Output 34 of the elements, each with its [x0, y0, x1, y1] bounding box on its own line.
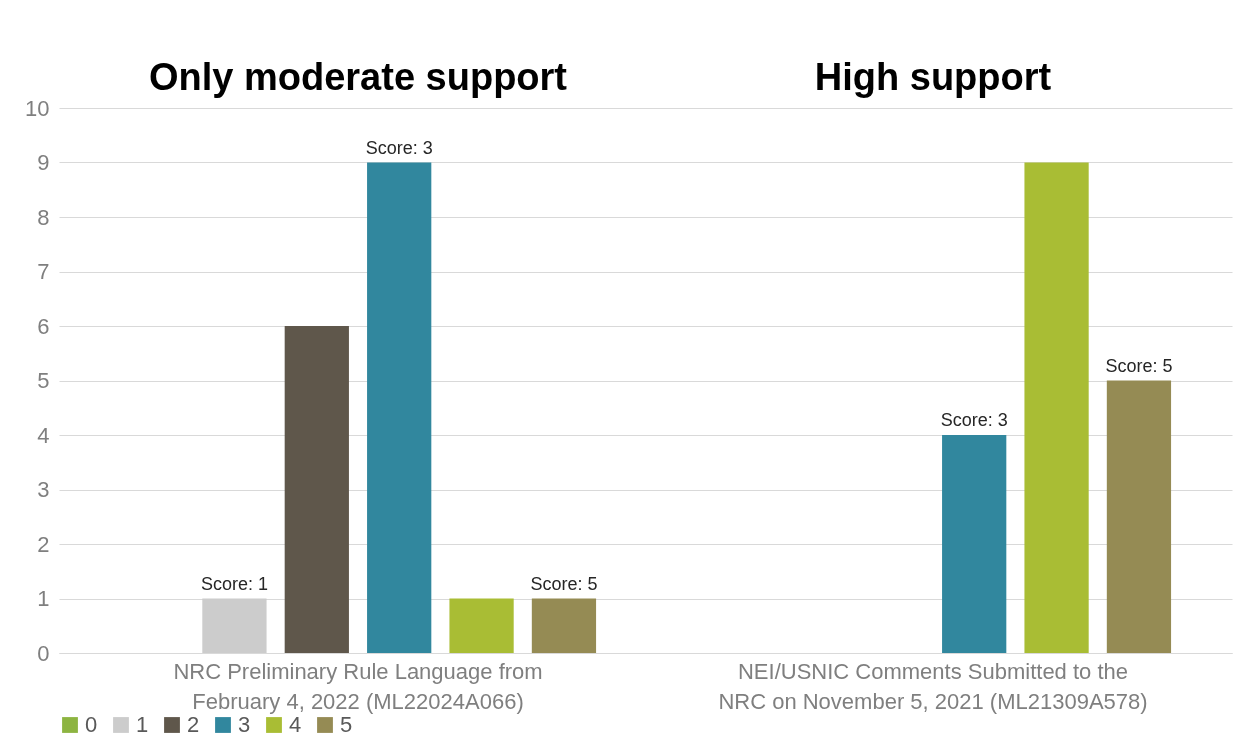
x-tick-label: NEI/USNIC Comments Submitted to the NRC on November 5, 2021 (ML21309A578) — [718, 658, 1148, 714]
bar — [367, 162, 432, 653]
legend-label: 3 — [238, 712, 251, 737]
legend-label: 0 — [85, 712, 98, 737]
bar — [284, 326, 349, 653]
bar — [1024, 162, 1089, 653]
y-tick-label: 0 — [37, 640, 50, 666]
legend-label: 1 — [136, 712, 149, 737]
y-tick-label: 3 — [37, 477, 50, 502]
annotation: Score: 5 — [1105, 355, 1173, 376]
y-tick-label: 5 — [37, 368, 50, 393]
annotation: Score: 3 — [365, 137, 433, 158]
legend-label: 2 — [187, 712, 200, 737]
bar — [531, 598, 597, 653]
y-tick-label: 8 — [37, 204, 50, 230]
bar — [449, 598, 514, 653]
y-tick-label: 2 — [37, 531, 50, 557]
y-tick-label: 1 — [37, 586, 50, 611]
text: High support — [814, 56, 1052, 98]
y-tick-label: 4 — [37, 422, 50, 448]
annotation: Score: 3 — [940, 410, 1008, 430]
y-tick-label: 10 — [25, 95, 50, 121]
bar — [942, 435, 1007, 653]
y-tick-label: 7 — [37, 259, 50, 284]
legend-label: 5 — [340, 712, 353, 737]
annotation: Score: 1 — [200, 573, 268, 594]
legend-label: 4 — [289, 712, 302, 737]
text: Only moderate support — [148, 56, 568, 98]
y-tick-label: 9 — [37, 150, 50, 175]
bar — [202, 598, 267, 653]
y-tick-label: 6 — [37, 313, 50, 339]
annotation: Score: 5 — [530, 573, 598, 594]
bar — [1106, 380, 1172, 653]
x-tick-label: NRC Preliminary Rule Language from February 4, 2022 (ML22024A066) — [173, 658, 543, 714]
